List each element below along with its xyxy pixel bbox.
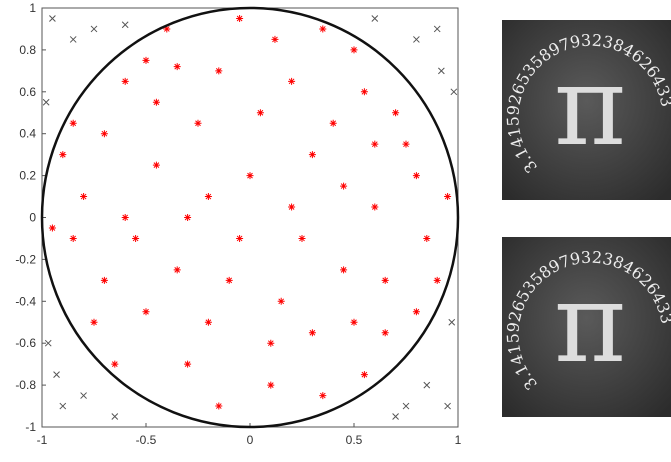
point <box>236 15 243 22</box>
point <box>299 235 306 242</box>
y-tick-label: -1 <box>25 420 36 434</box>
point <box>101 277 108 284</box>
x-tick-label: 1 <box>455 433 462 447</box>
point <box>205 319 212 326</box>
x-tick-label: -0.5 <box>136 433 157 447</box>
point <box>288 204 295 211</box>
point <box>122 78 129 85</box>
chalkboard-image: 3.1415926535897932384626433π <box>502 20 671 200</box>
point <box>361 371 368 378</box>
point <box>59 151 66 158</box>
plot-area <box>42 8 458 427</box>
point <box>403 141 410 148</box>
point <box>371 204 378 211</box>
chalkboard-image: 3.1415926535897932384626433π <box>502 237 671 417</box>
point <box>371 141 378 148</box>
point <box>215 403 222 410</box>
y-tick-label: 0 <box>29 211 36 225</box>
y-tick-label: 0.2 <box>19 169 36 183</box>
point <box>215 67 222 74</box>
figure: 3.1415926535897932384626433π 3.1415926535… <box>0 0 671 457</box>
y-tick-label: -0.8 <box>15 378 36 392</box>
point <box>226 277 233 284</box>
point <box>184 361 191 368</box>
point <box>49 224 56 231</box>
point <box>184 214 191 221</box>
point <box>288 78 295 85</box>
point <box>91 319 98 326</box>
point <box>330 120 337 127</box>
point <box>153 99 160 106</box>
point <box>309 329 316 336</box>
pi-symbol: π <box>554 259 626 387</box>
point <box>267 340 274 347</box>
point <box>271 36 278 43</box>
point <box>382 277 389 284</box>
point <box>101 130 108 137</box>
point <box>174 266 181 273</box>
x-tick-label: -1 <box>37 433 48 447</box>
point <box>174 63 181 70</box>
point <box>351 319 358 326</box>
point <box>257 109 264 116</box>
y-tick-label: 0.6 <box>19 85 36 99</box>
x-tick-label: 0 <box>247 433 254 447</box>
point <box>70 235 77 242</box>
point <box>382 329 389 336</box>
point <box>361 88 368 95</box>
point <box>392 109 399 116</box>
point <box>351 46 358 53</box>
point <box>444 193 451 200</box>
y-tick-label: -0.4 <box>15 294 36 308</box>
point <box>247 172 254 179</box>
pi-symbol: π <box>554 42 626 170</box>
y-tick-label: 1 <box>29 1 36 15</box>
point <box>236 235 243 242</box>
point <box>319 392 326 399</box>
x-tick-label: 0.5 <box>346 433 363 447</box>
point <box>143 57 150 64</box>
y-tick-label: -0.2 <box>15 252 36 266</box>
point <box>132 235 139 242</box>
y-tick-label: 0.4 <box>19 127 36 141</box>
point <box>111 361 118 368</box>
point <box>423 235 430 242</box>
point <box>340 183 347 190</box>
point <box>413 308 420 315</box>
images: 3.1415926535897932384626433π 3.1415926535… <box>502 20 671 417</box>
point <box>143 308 150 315</box>
point <box>267 382 274 389</box>
point <box>80 193 87 200</box>
page: {"chart_data": {"type": "scatter", "xlim… <box>0 0 671 457</box>
point <box>309 151 316 158</box>
point <box>340 266 347 273</box>
point <box>153 162 160 169</box>
point <box>278 298 285 305</box>
point <box>70 120 77 127</box>
point <box>205 193 212 200</box>
point <box>434 277 441 284</box>
point <box>413 172 420 179</box>
point <box>195 120 202 127</box>
y-tick-label: 0.8 <box>19 43 36 57</box>
point <box>122 214 129 221</box>
point <box>319 25 326 32</box>
y-tick-label: -0.6 <box>15 336 36 350</box>
